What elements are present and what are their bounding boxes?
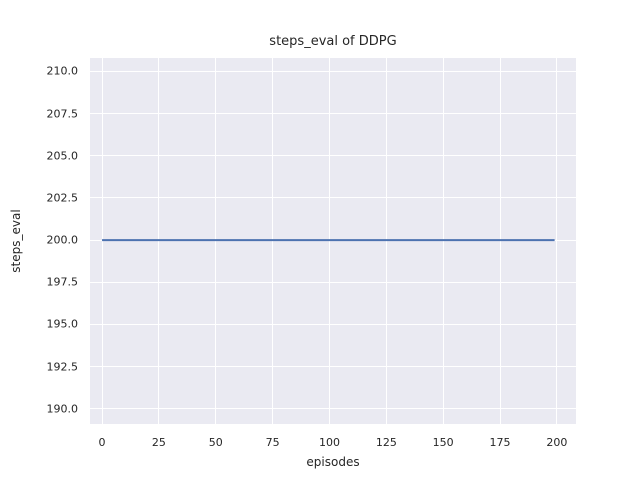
x-tick-label: 100 <box>318 436 340 449</box>
y-gridline <box>90 323 576 325</box>
x-tick-label: 125 <box>375 436 397 449</box>
x-tick-label: 75 <box>265 436 280 449</box>
y-tick-label: 202.5 <box>46 191 79 205</box>
x-axis-label: episodes <box>306 455 360 469</box>
y-tick-label: 207.5 <box>46 107 79 121</box>
x-tick-label: 150 <box>432 436 454 449</box>
x-gridline <box>101 58 103 424</box>
x-tick-label: 50 <box>208 436 223 449</box>
y-gridline <box>90 366 576 368</box>
y-gridline <box>90 197 576 199</box>
y-tick-label: 210.0 <box>46 64 79 78</box>
y-gridline <box>90 281 576 283</box>
x-gridline <box>556 58 558 424</box>
x-tick-label: 200 <box>546 436 568 449</box>
y-gridline <box>90 155 576 157</box>
y-gridline <box>90 70 576 72</box>
y-gridline <box>90 408 576 410</box>
chart-title: steps_eval of DDPG <box>269 34 397 49</box>
x-tick-label: 25 <box>151 436 166 449</box>
line-layer <box>102 239 555 242</box>
y-tick-label: 200.0 <box>46 233 79 247</box>
plot-area <box>90 58 576 424</box>
y-tick-label: 192.5 <box>46 360 79 374</box>
x-tick-label: 175 <box>489 436 511 449</box>
y-tick-label: 205.0 <box>46 149 79 163</box>
y-tick-label: 195.0 <box>46 317 79 331</box>
y-gridline <box>90 113 576 115</box>
y-tick-label: 197.5 <box>46 275 79 289</box>
y-tick-label: 190.0 <box>46 402 79 416</box>
y-axis-label: steps_eval <box>9 209 23 273</box>
x-tick-label: 0 <box>98 436 106 449</box>
